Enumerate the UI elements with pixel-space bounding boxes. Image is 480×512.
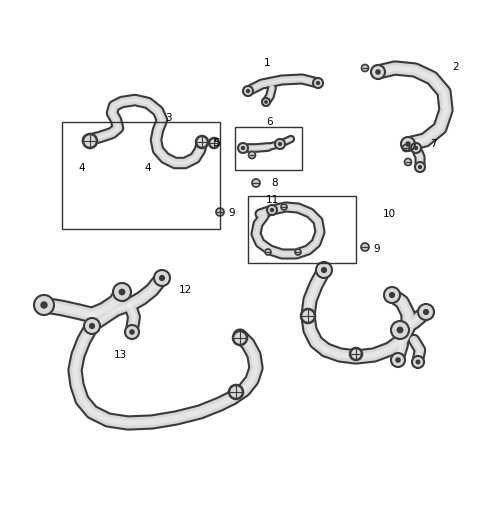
Circle shape bbox=[415, 162, 425, 172]
Circle shape bbox=[83, 134, 97, 148]
Circle shape bbox=[130, 330, 134, 334]
Circle shape bbox=[396, 358, 400, 362]
Circle shape bbox=[361, 65, 369, 72]
Circle shape bbox=[113, 283, 131, 301]
Circle shape bbox=[391, 321, 409, 339]
Circle shape bbox=[419, 165, 421, 168]
Text: 5: 5 bbox=[213, 138, 219, 148]
Text: 10: 10 bbox=[383, 209, 396, 219]
Circle shape bbox=[403, 144, 409, 152]
Text: 6: 6 bbox=[267, 117, 273, 127]
Circle shape bbox=[361, 243, 369, 251]
Circle shape bbox=[275, 139, 285, 149]
Circle shape bbox=[271, 208, 274, 211]
Text: 7: 7 bbox=[430, 139, 436, 149]
Circle shape bbox=[159, 275, 164, 281]
Bar bbox=[235, 127, 302, 170]
Circle shape bbox=[316, 81, 320, 84]
Circle shape bbox=[249, 152, 255, 159]
Circle shape bbox=[90, 324, 95, 328]
Text: 2: 2 bbox=[453, 62, 459, 72]
Circle shape bbox=[424, 310, 428, 314]
Circle shape bbox=[238, 143, 248, 153]
Circle shape bbox=[390, 292, 395, 297]
Text: 11: 11 bbox=[265, 195, 278, 205]
Circle shape bbox=[41, 302, 47, 308]
Circle shape bbox=[384, 287, 400, 303]
Circle shape bbox=[265, 249, 271, 255]
Circle shape bbox=[322, 268, 326, 272]
Circle shape bbox=[313, 78, 323, 88]
Circle shape bbox=[209, 138, 219, 148]
Circle shape bbox=[411, 143, 421, 153]
Circle shape bbox=[376, 70, 380, 74]
Circle shape bbox=[301, 309, 315, 323]
Circle shape bbox=[267, 205, 277, 215]
Text: 8: 8 bbox=[272, 178, 278, 188]
Bar bbox=[248, 196, 356, 263]
Circle shape bbox=[216, 208, 224, 216]
Circle shape bbox=[265, 101, 267, 103]
Circle shape bbox=[154, 270, 170, 286]
Circle shape bbox=[241, 146, 244, 150]
Circle shape bbox=[84, 318, 100, 334]
Circle shape bbox=[412, 356, 424, 368]
Circle shape bbox=[405, 159, 411, 165]
Text: 12: 12 bbox=[179, 285, 192, 295]
Circle shape bbox=[415, 146, 418, 150]
Text: 9: 9 bbox=[374, 244, 380, 254]
Circle shape bbox=[316, 262, 332, 278]
Circle shape bbox=[229, 385, 243, 399]
Circle shape bbox=[401, 137, 415, 151]
Circle shape bbox=[391, 353, 405, 367]
Circle shape bbox=[278, 142, 281, 145]
Text: 3: 3 bbox=[165, 113, 171, 123]
Text: 9: 9 bbox=[228, 208, 235, 218]
Circle shape bbox=[416, 360, 420, 364]
Circle shape bbox=[262, 98, 270, 106]
Circle shape bbox=[397, 327, 403, 333]
Circle shape bbox=[418, 304, 434, 320]
Circle shape bbox=[243, 86, 253, 96]
Circle shape bbox=[125, 325, 139, 339]
Text: 4: 4 bbox=[144, 163, 151, 173]
Circle shape bbox=[120, 289, 125, 295]
Circle shape bbox=[371, 65, 385, 79]
Circle shape bbox=[281, 204, 287, 210]
Circle shape bbox=[350, 348, 362, 360]
Circle shape bbox=[252, 179, 260, 187]
Circle shape bbox=[295, 249, 301, 255]
Circle shape bbox=[34, 295, 54, 315]
Bar bbox=[62, 122, 220, 229]
Circle shape bbox=[406, 142, 410, 146]
Circle shape bbox=[247, 90, 250, 93]
Circle shape bbox=[233, 331, 247, 345]
Text: 4: 4 bbox=[79, 163, 85, 173]
Text: 1: 1 bbox=[264, 58, 270, 68]
Text: 13: 13 bbox=[113, 350, 127, 360]
Circle shape bbox=[196, 136, 208, 148]
